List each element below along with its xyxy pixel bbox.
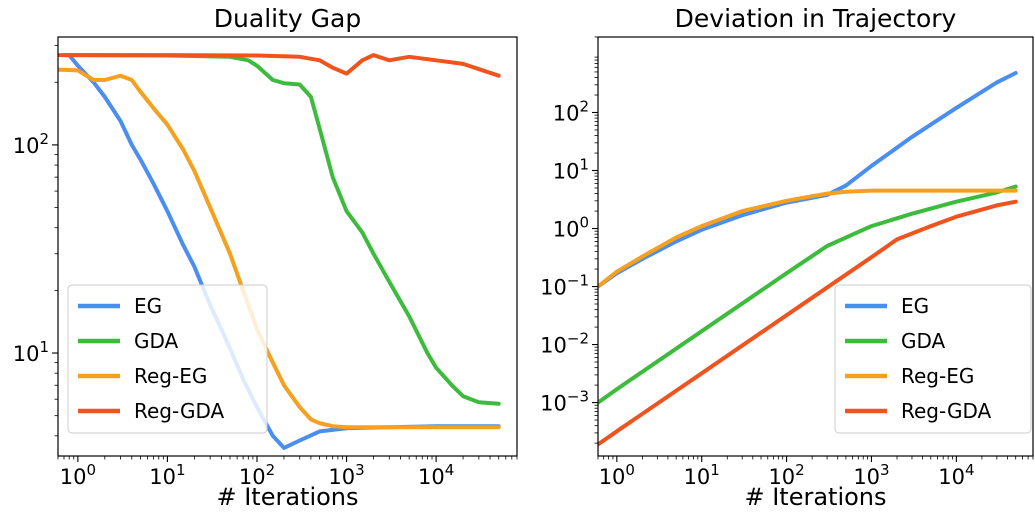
legend-label-reg-gda: Reg-GDA xyxy=(134,399,224,423)
plot-frame xyxy=(57,36,518,457)
x-tick-label: 100 xyxy=(60,461,96,489)
legend: EG GDA Reg-EG Reg-GDA xyxy=(834,284,1032,434)
chart-title: Duality Gap xyxy=(214,4,361,33)
series-group xyxy=(598,71,1018,447)
series-line-eg xyxy=(598,71,1018,289)
series-line-reg-eg xyxy=(598,188,1018,289)
legend: EG GDA Reg-EG Reg-GDA xyxy=(67,284,268,434)
plot-frame xyxy=(597,36,1034,457)
x-tick-label: 100 xyxy=(599,461,635,489)
x-tick-label: 103 xyxy=(853,461,889,489)
y-tick-label: 10−2 xyxy=(540,330,589,358)
y-tick-label: 101 xyxy=(553,156,589,184)
legend-label-gda: GDA xyxy=(901,329,946,353)
legend-label-reg-eg: Reg-EG xyxy=(134,364,207,388)
x-tick-label: 104 xyxy=(938,461,974,489)
y-tick-label: 101 xyxy=(13,338,49,366)
legend-label-eg: EG xyxy=(901,294,929,318)
legend-label-gda: GDA xyxy=(134,329,179,353)
x-tick-label: 101 xyxy=(149,461,185,489)
legend-box xyxy=(67,284,268,434)
y-tick-label: 10−1 xyxy=(540,272,589,300)
series-line-gda xyxy=(62,53,501,406)
y-tick-label: 102 xyxy=(553,97,589,125)
series-line-reg-gda xyxy=(58,53,501,78)
y-tick-label: 102 xyxy=(13,130,49,158)
chart-panel-2: Deviation in Trajectory 100 101 102 103 104 10… xyxy=(540,4,1034,511)
x-tick-label: 104 xyxy=(418,461,454,489)
x-tick-label: 103 xyxy=(328,461,364,489)
x-axis-label: # Iterations xyxy=(216,483,358,511)
series-line-reg-gda xyxy=(598,199,1018,447)
x-tick-label: 101 xyxy=(684,461,720,489)
y-tick-label: 10−3 xyxy=(540,388,589,416)
series-line-gda xyxy=(598,184,1018,405)
legend-label-reg-gda: Reg-GDA xyxy=(901,399,991,423)
x-tick-label: 102 xyxy=(768,461,804,489)
legend-label-reg-eg: Reg-EG xyxy=(901,364,974,388)
chart-title: Deviation in Trajectory xyxy=(675,4,957,33)
legend-label-eg: EG xyxy=(134,294,162,318)
x-tick-label: 102 xyxy=(239,461,275,489)
x-axis-label: # Iterations xyxy=(744,483,886,511)
series-line-reg-eg xyxy=(58,67,501,430)
legend-box xyxy=(834,284,1032,434)
y-tick-label: 100 xyxy=(553,214,589,242)
